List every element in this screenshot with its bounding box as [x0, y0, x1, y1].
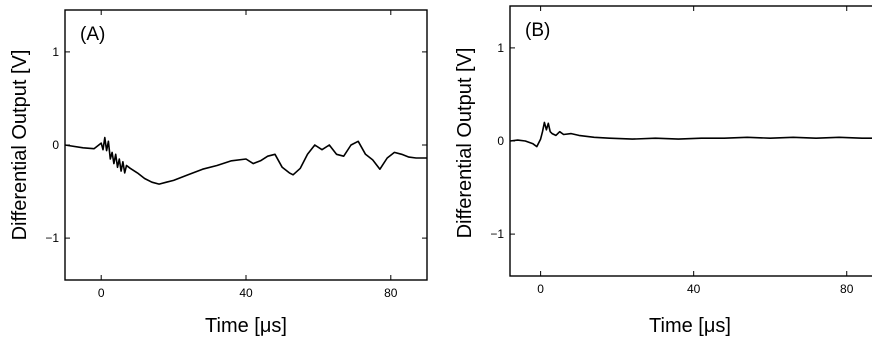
panel-b-y-tick-label: 0 — [497, 134, 504, 148]
panel-b-label: (B) — [525, 20, 550, 41]
panel-a-label: (A) — [80, 24, 105, 45]
panel-a-y-axis-title: Differential Output [V] — [9, 50, 31, 241]
panel-a-tick-labels: 0 40 80 −1 0 1 — [45, 45, 397, 300]
panel-a-y-tick-label: 1 — [52, 45, 59, 59]
panel-b-x-tick-label: 80 — [840, 282, 854, 296]
panel-b-y-tick-label: 1 — [497, 41, 504, 55]
panel-a-x-tick-label: 0 — [98, 286, 105, 300]
panel-a-x-tick-label: 80 — [384, 286, 398, 300]
panel-a-x-axis-title: Time [μs] — [205, 315, 287, 337]
panel-a-ticks — [65, 10, 427, 280]
panel-b-y-tick-label: −1 — [490, 227, 504, 241]
panel-b-ticks — [510, 6, 848, 276]
panel-b-y-axis-title: Differential Output [V] — [454, 48, 476, 239]
panel-b-x-axis-title: Time [μs] — [649, 315, 731, 337]
panel-b-series-line — [509, 121, 872, 148]
panel-b-x-tick-label: 0 — [537, 282, 544, 296]
panel-a-y-tick-label: −1 — [45, 231, 59, 245]
panel-a-frame — [64, 9, 428, 281]
panel-a-x-tick-label: 40 — [239, 286, 253, 300]
panel-b-tick-labels: 0 40 80 −1 0 1 — [490, 41, 853, 296]
panel-b: 0 40 80 −1 0 1 (B) Time [μs] Differential Out… — [454, 5, 872, 337]
panel-b-x-tick-label: 40 — [687, 282, 701, 296]
panel-a-y-tick-label: 0 — [52, 138, 59, 152]
panel-a: 0 40 80 −1 0 1 (A) Time [μs] Differential Out… — [9, 9, 428, 337]
panel-b-frame — [509, 5, 872, 277]
panel-a-series-line — [64, 136, 427, 185]
